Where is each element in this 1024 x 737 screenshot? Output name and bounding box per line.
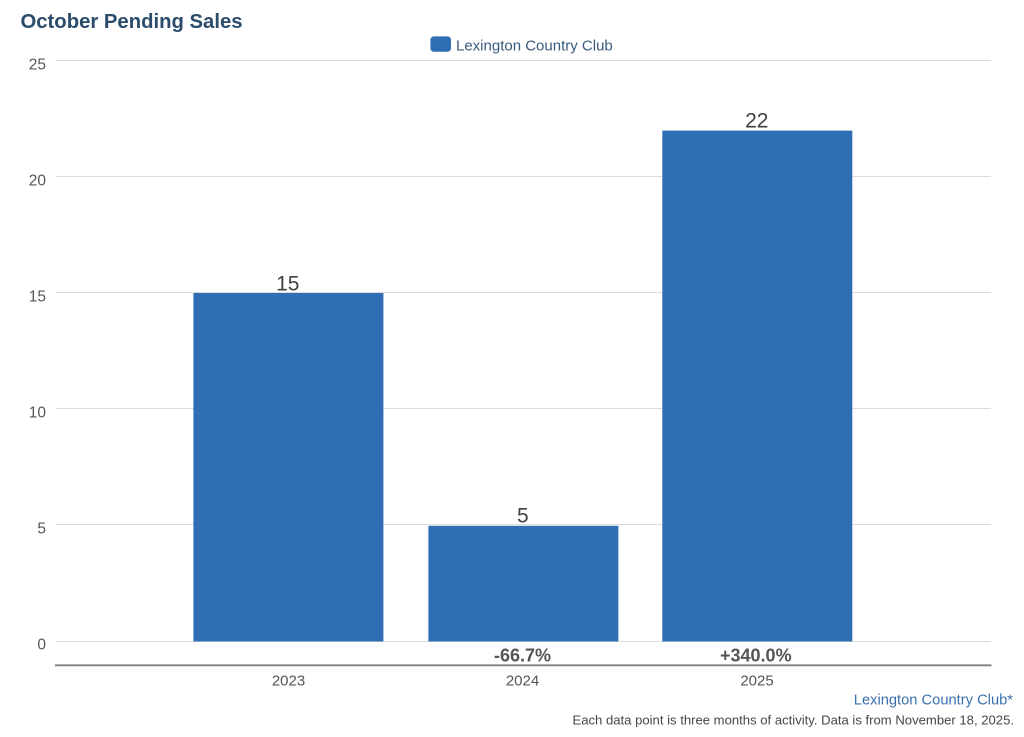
svg-text:Lexington Country Club: Lexington Country Club [456, 37, 613, 54]
svg-text:22: 22 [745, 110, 768, 133]
svg-text:20: 20 [29, 172, 47, 189]
svg-text:-66.7%: -66.7% [494, 646, 551, 666]
svg-text:2024: 2024 [506, 672, 539, 689]
svg-text:15: 15 [29, 288, 46, 305]
svg-text:5: 5 [37, 520, 46, 537]
svg-text:Each data point is three month: Each data point is three months of activ… [572, 713, 1014, 728]
svg-text:25: 25 [29, 56, 46, 73]
svg-text:5: 5 [517, 504, 529, 527]
svg-text:10: 10 [29, 404, 47, 421]
svg-text:2025: 2025 [740, 672, 773, 689]
svg-text:Lexington Country Club*: Lexington Country Club* [854, 692, 1013, 708]
svg-text:15: 15 [276, 273, 299, 296]
svg-text:2023: 2023 [272, 672, 305, 689]
svg-text:October Pending Sales: October Pending Sales [21, 11, 243, 33]
svg-text:0: 0 [37, 636, 46, 653]
svg-text:+340.0%: +340.0% [720, 646, 792, 666]
